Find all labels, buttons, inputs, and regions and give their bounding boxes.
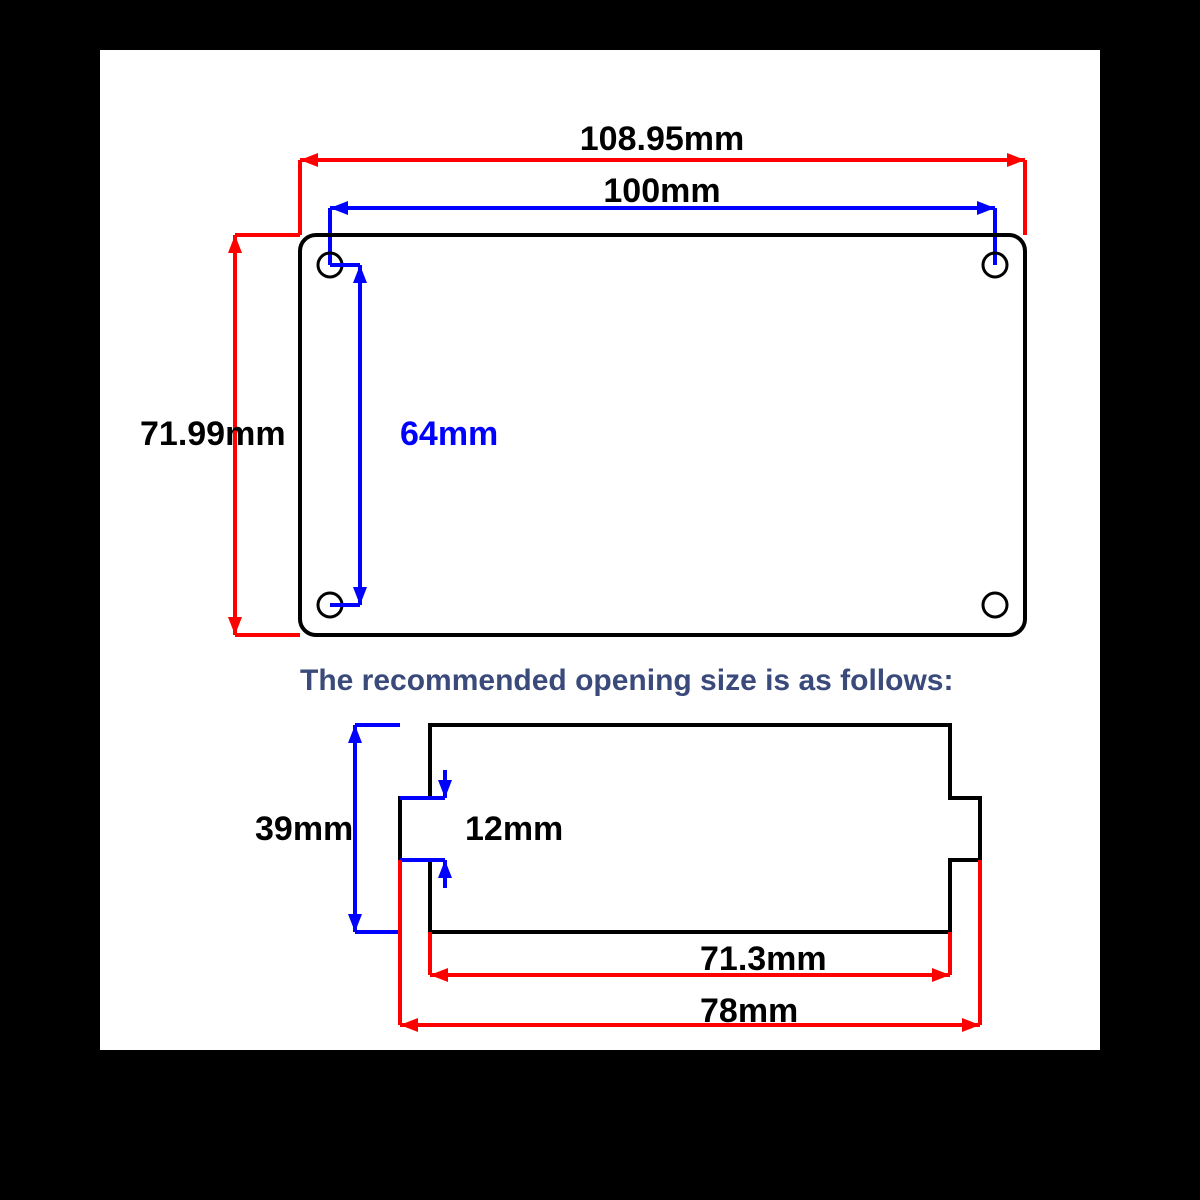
arrowhead-icon — [400, 1018, 418, 1032]
dimension-label: 78mm — [700, 992, 798, 1030]
arrowhead-icon — [977, 201, 995, 215]
arrowhead-icon — [348, 914, 362, 932]
dimension-label: 64mm — [400, 415, 498, 453]
dimension-label: 71.3mm — [700, 940, 827, 978]
arrowhead-icon — [300, 153, 318, 167]
dimension-label: 100mm — [603, 172, 720, 210]
arrowhead-icon — [962, 1018, 980, 1032]
arrowhead-icon — [353, 587, 367, 605]
dimension-drawing-svg: 108.95mm 100mm 71.99mm 64mm The recommended … — [100, 50, 1100, 1050]
arrowhead-icon — [348, 725, 362, 743]
dimension-label: 39mm — [255, 810, 353, 848]
arrowhead-icon — [932, 968, 950, 982]
arrowhead-icon — [228, 617, 242, 635]
mount-hole — [983, 593, 1007, 617]
arrowhead-icon — [330, 201, 348, 215]
arrowhead-icon — [438, 860, 452, 878]
arrowhead-icon — [1007, 153, 1025, 167]
dimension-label: 108.95mm — [580, 120, 744, 158]
caption-text: The recommended opening size is as follo… — [300, 664, 953, 697]
arrowhead-icon — [228, 235, 242, 253]
dimension-label: 71.99mm — [140, 415, 286, 453]
arrowhead-icon — [438, 780, 452, 798]
dimension-label: 12mm — [465, 810, 563, 848]
arrowhead-icon — [430, 968, 448, 982]
diagram-panel: 108.95mm 100mm 71.99mm 64mm The recommended … — [100, 50, 1100, 1050]
arrowhead-icon — [353, 265, 367, 283]
